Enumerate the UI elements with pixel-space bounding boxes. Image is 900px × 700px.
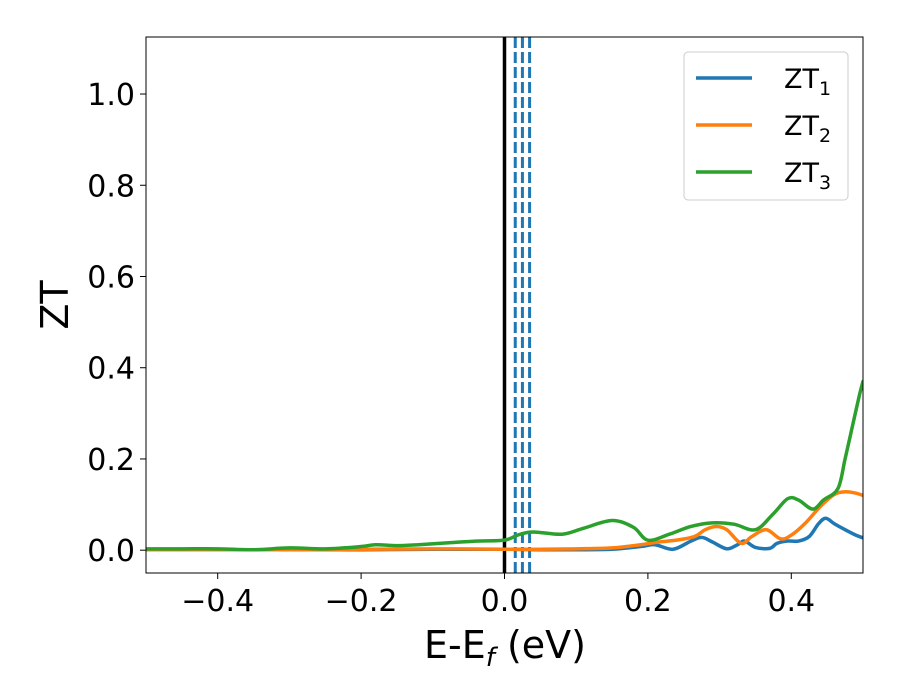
x-tick-label: 0.4 — [767, 584, 815, 619]
legend-label-zt1: ZT1 — [784, 64, 831, 100]
y-tick-label: 0.0 — [87, 534, 135, 569]
y-axis-title: ZT — [33, 280, 77, 330]
plot-area — [146, 37, 863, 573]
y-tick-label: 0.4 — [87, 352, 135, 387]
x-axis: −0.4 −0.2 0.0 0.2 0.4 — [181, 573, 815, 619]
legend-frame — [683, 51, 849, 201]
x-tick-label: 0.0 — [481, 584, 529, 619]
x-axis-title: E-Ef (eV) — [424, 623, 586, 673]
series-line-zt3 — [146, 379, 863, 552]
x-tick-label: −0.2 — [325, 584, 398, 619]
y-axis: 0.0 0.2 0.4 0.6 0.8 1.0 — [87, 78, 146, 569]
x-tick-label: 0.2 — [624, 584, 672, 619]
y-tick-label: 0.8 — [87, 169, 135, 204]
legend-label-zt2: ZT2 — [784, 111, 831, 147]
y-tick-label: 1.0 — [87, 78, 135, 113]
legend: ZT1 ZT2 ZT3 — [683, 51, 849, 201]
y-tick-label: 0.6 — [87, 260, 135, 295]
x-tick-label: −0.4 — [181, 584, 254, 619]
y-tick-label: 0.2 — [87, 443, 135, 478]
legend-label-zt3: ZT3 — [784, 158, 831, 194]
series-line-zt2 — [146, 490, 863, 552]
